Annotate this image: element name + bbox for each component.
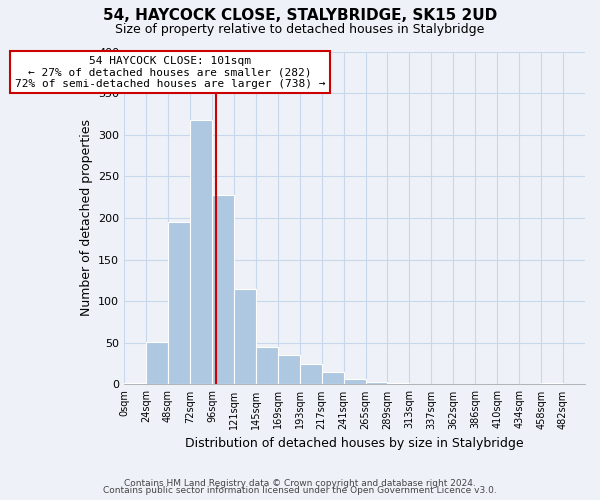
Bar (278, 356, 299, 384)
Bar (190, 120, 212, 384)
Text: Contains public sector information licensed under the Open Government Licence v3: Contains public sector information licen… (103, 486, 497, 495)
Text: Size of property relative to detached houses in Stalybridge: Size of property relative to detached ho… (115, 22, 485, 36)
Text: 54, HAYCOCK CLOSE, STALYBRIDGE, SK15 2UD: 54, HAYCOCK CLOSE, STALYBRIDGE, SK15 2UD (103, 8, 497, 22)
Bar (322, 372, 344, 384)
Bar (234, 288, 256, 384)
Bar (256, 347, 278, 385)
Bar (365, 382, 388, 384)
Bar (146, 342, 168, 384)
Bar (541, 383, 563, 384)
Bar (388, 383, 409, 384)
Bar (168, 222, 190, 384)
X-axis label: Distribution of detached houses by size in Stalybridge: Distribution of detached houses by size … (185, 437, 524, 450)
Bar (299, 364, 322, 384)
Y-axis label: Number of detached properties: Number of detached properties (80, 120, 92, 316)
Text: 54 HAYCOCK CLOSE: 101sqm
← 27% of detached houses are smaller (282)
72% of semi-: 54 HAYCOCK CLOSE: 101sqm ← 27% of detach… (14, 56, 325, 89)
Text: Contains HM Land Registry data © Crown copyright and database right 2024.: Contains HM Land Registry data © Crown c… (124, 478, 476, 488)
Bar (124, 383, 146, 384)
Bar (344, 380, 365, 384)
Bar (212, 194, 234, 384)
